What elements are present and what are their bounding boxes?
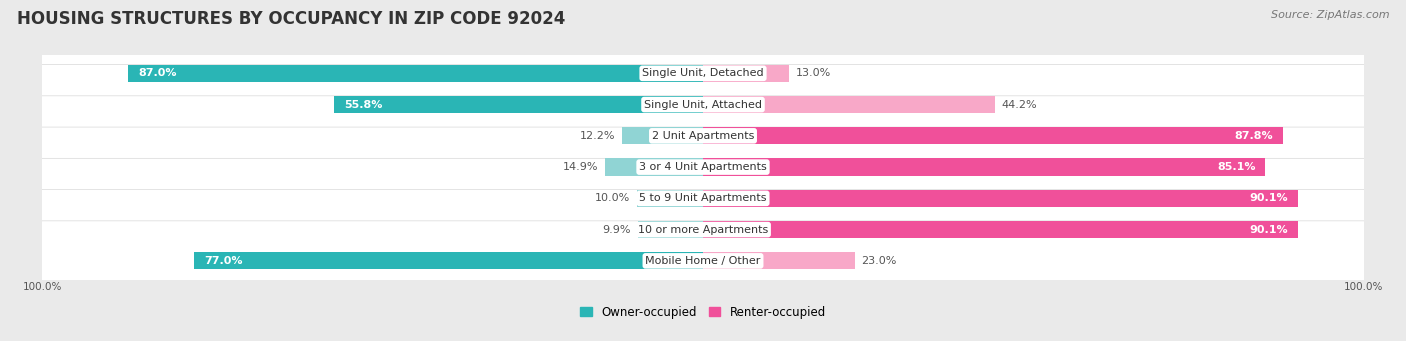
Bar	[623, 127, 703, 145]
Text: 14.9%: 14.9%	[562, 162, 598, 172]
Text: 77.0%: 77.0%	[204, 256, 243, 266]
Bar	[703, 159, 1265, 176]
Text: 13.0%: 13.0%	[796, 68, 831, 78]
Text: 90.1%: 90.1%	[1250, 193, 1288, 203]
Text: 23.0%: 23.0%	[862, 256, 897, 266]
Text: 87.0%: 87.0%	[138, 68, 177, 78]
Text: HOUSING STRUCTURES BY OCCUPANCY IN ZIP CODE 92024: HOUSING STRUCTURES BY OCCUPANCY IN ZIP C…	[17, 10, 565, 28]
FancyBboxPatch shape	[37, 96, 1369, 176]
Text: 2 Unit Apartments: 2 Unit Apartments	[652, 131, 754, 141]
Text: 10.0%: 10.0%	[595, 193, 630, 203]
Text: Single Unit, Attached: Single Unit, Attached	[644, 100, 762, 109]
FancyBboxPatch shape	[37, 221, 1369, 301]
Text: 87.8%: 87.8%	[1234, 131, 1274, 141]
Legend: Owner-occupied, Renter-occupied: Owner-occupied, Renter-occupied	[575, 301, 831, 323]
FancyBboxPatch shape	[37, 33, 1369, 113]
Text: 12.2%: 12.2%	[581, 131, 616, 141]
FancyBboxPatch shape	[37, 158, 1369, 238]
Text: 90.1%: 90.1%	[1250, 225, 1288, 235]
Bar	[703, 252, 855, 269]
Bar	[703, 221, 1298, 238]
Bar	[605, 159, 703, 176]
Bar	[637, 190, 703, 207]
Text: 55.8%: 55.8%	[344, 100, 382, 109]
Text: Single Unit, Detached: Single Unit, Detached	[643, 68, 763, 78]
Bar	[128, 65, 703, 82]
Text: 3 or 4 Unit Apartments: 3 or 4 Unit Apartments	[640, 162, 766, 172]
Bar	[703, 190, 1298, 207]
Bar	[703, 96, 995, 113]
Text: 10 or more Apartments: 10 or more Apartments	[638, 225, 768, 235]
Bar	[703, 127, 1284, 145]
FancyBboxPatch shape	[37, 64, 1369, 145]
Text: Source: ZipAtlas.com: Source: ZipAtlas.com	[1271, 10, 1389, 20]
Text: 85.1%: 85.1%	[1218, 162, 1256, 172]
Bar	[637, 221, 703, 238]
Bar	[703, 65, 789, 82]
FancyBboxPatch shape	[37, 190, 1369, 270]
Text: 44.2%: 44.2%	[1001, 100, 1038, 109]
Bar	[194, 252, 703, 269]
Text: 9.9%: 9.9%	[602, 225, 631, 235]
Text: Mobile Home / Other: Mobile Home / Other	[645, 256, 761, 266]
Text: 5 to 9 Unit Apartments: 5 to 9 Unit Apartments	[640, 193, 766, 203]
Bar	[335, 96, 703, 113]
FancyBboxPatch shape	[37, 127, 1369, 207]
